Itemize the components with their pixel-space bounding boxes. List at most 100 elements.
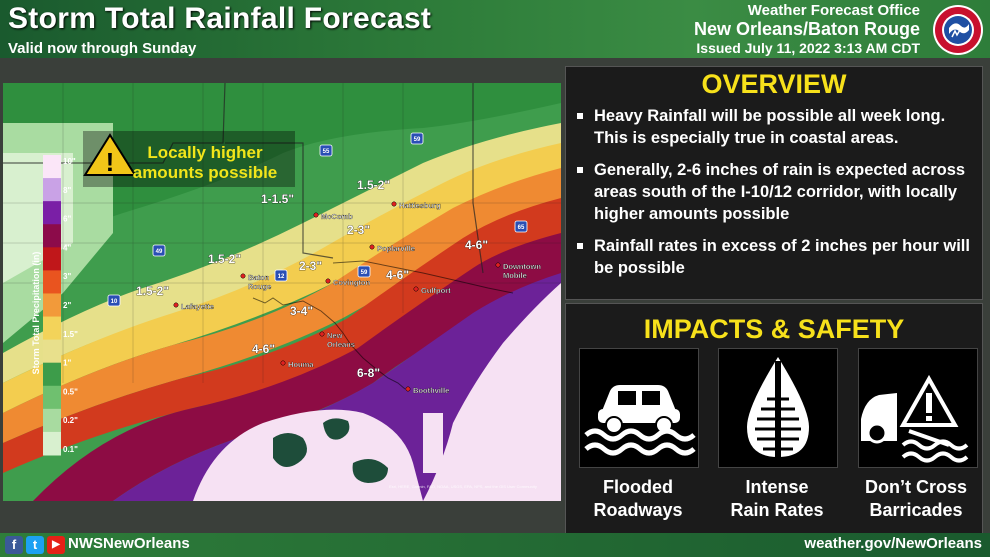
- office-name: New Orleans/Baton Rouge: [693, 19, 920, 39]
- exclamation-glyph: !: [106, 147, 115, 177]
- highway-shield-icon: 59: [410, 132, 424, 145]
- office-info: Weather Forecast Office New Orleans/Bato…: [694, 2, 920, 56]
- rainfall-amount-label: 6-8": [357, 366, 380, 380]
- highway-shield-icon: 10: [107, 294, 121, 307]
- warning-triangle-icon: [83, 133, 137, 176]
- city-label: Poplarville: [377, 244, 415, 253]
- highway-number: 49: [156, 249, 163, 255]
- highway-shield-icon: 59: [357, 265, 371, 278]
- highway-number: 12: [278, 274, 285, 280]
- city-label: Covington: [333, 278, 370, 287]
- social-handle[interactable]: NWSNewOrleans: [68, 535, 190, 552]
- legend-swatch: [43, 270, 61, 294]
- legend-swatch: [43, 408, 61, 433]
- city-label: Gulfport: [421, 286, 451, 295]
- impacts-panel: IMPACTS & SAFETY Flooded Roadways: [565, 303, 983, 537]
- city-label: Rouge: [248, 282, 271, 291]
- impacts-title: IMPACTS & SAFETY: [643, 314, 905, 344]
- impact-label-barricades: Don’t Cross Barricades: [846, 476, 986, 522]
- legend-swatch: [43, 316, 61, 341]
- legend-tick-label: 1": [63, 359, 71, 368]
- highway-number: 59: [361, 270, 368, 276]
- rainfall-amount-label: 1.5-2": [208, 252, 241, 266]
- city-label: Mobile: [503, 271, 527, 280]
- legend-swatch: [43, 155, 61, 179]
- legend-tick-label: 0.5": [63, 387, 78, 396]
- highway-number: 55: [323, 149, 330, 155]
- city-marker: [319, 331, 325, 337]
- legend-tick-label: 1.5": [63, 330, 78, 339]
- overview-panel: OVERVIEW Heavy Rainfall will be possible…: [565, 66, 983, 300]
- legend-swatch: [43, 224, 61, 248]
- legend-swatch: [43, 293, 61, 318]
- highway-shield-icon: 12: [274, 269, 288, 282]
- nws-logo-icon: [933, 5, 983, 55]
- rainfall-amount-label: 1.5-2": [136, 284, 169, 298]
- legend-tick-label: 0.2": [63, 416, 78, 425]
- legend-swatch: [43, 362, 61, 387]
- highway-shield-icon: 65: [514, 220, 528, 233]
- city-marker: [369, 244, 375, 250]
- city-marker: [313, 212, 319, 218]
- header-bar: Storm Total Rainfall Forecast Valid now …: [0, 0, 990, 58]
- legend-tick-label: 4": [63, 243, 71, 252]
- impact-label-flooded: Flooded Roadways: [568, 476, 708, 522]
- rainfall-amount-label: 1-1.5": [261, 192, 294, 206]
- impact-label-line2: Barricades: [869, 500, 963, 520]
- city-marker: [413, 286, 419, 292]
- precip-legend: 10" 8" 6" 4" 3" 2" 1.5" 1" 0.5" 0.2" 0.1": [43, 155, 78, 456]
- barricade-warning-icon: [858, 348, 978, 468]
- impact-label-line1: Intense: [745, 477, 809, 497]
- flooded-car-icon: [579, 348, 699, 468]
- rainfall-map: 10" 8" 6" 4" 3" 2" 1.5" 1" 0.5" 0.2" 0.1" Storm To…: [3, 83, 561, 501]
- city-label: McComb: [321, 212, 353, 221]
- city-marker: [405, 386, 411, 392]
- rainfall-amount-label: 3-4": [290, 304, 313, 318]
- legend-swatch: [43, 247, 61, 271]
- highway-number: 59: [414, 137, 421, 143]
- twitter-icon[interactable]: t: [26, 536, 44, 554]
- map-credits: Esri, HERE, Garmin, FAO, NOAA, USGS, EPA…: [389, 484, 537, 489]
- city-marker: [325, 278, 331, 284]
- city-label: Orleans: [327, 340, 355, 349]
- highway-number: 65: [518, 225, 525, 231]
- facebook-icon[interactable]: f: [5, 536, 23, 554]
- issued-time: Issued July 11, 2022 3:13 AM CDT: [696, 40, 920, 56]
- rainfall-amount-label: 2-3": [299, 259, 322, 273]
- website-link[interactable]: weather.gov/NewOrleans: [804, 535, 982, 552]
- amount-labels: 1-1.5" 1.5-2" 2-3" 1.5-2" 2-3" 4-6" 4-6" 1.5-2"…: [136, 178, 489, 381]
- legend-axis-label: Storm Total Precipitation (in): [31, 252, 41, 375]
- overview-title: OVERVIEW: [701, 69, 847, 99]
- highway-shields: 55 59 49 10 12 59 65: [107, 132, 528, 307]
- impact-label-intense: Intense Rain Rates: [707, 476, 847, 522]
- city-label: Boothville: [413, 386, 449, 395]
- rainfall-map-svg: 10" 8" 6" 4" 3" 2" 1.5" 1" 0.5" 0.2" 0.1" Storm To…: [3, 83, 561, 501]
- legend-swatch: [43, 339, 61, 364]
- legend-tick-label: 6": [63, 215, 71, 224]
- city-label: Downtown: [503, 262, 541, 271]
- city-label: New: [327, 331, 343, 340]
- youtube-icon[interactable]: ▶: [47, 536, 65, 554]
- overview-bullet: Rainfall rates in excess of 2 inches per…: [574, 235, 974, 279]
- rainfall-amount-label: 2-3": [347, 223, 370, 237]
- legend-swatch: [43, 178, 61, 202]
- warning-text-line1: Locally higher: [147, 143, 263, 162]
- city-marker: [173, 302, 179, 308]
- overview-bullet: Generally, 2-6 inches of rain is expecte…: [574, 159, 974, 225]
- overview-bullet: Heavy Rainfall will be possible all week…: [574, 105, 974, 149]
- raindrop-icon: [718, 348, 838, 468]
- valid-period: Valid now through Sunday: [8, 40, 197, 57]
- legend-tick-label: 10": [63, 157, 76, 166]
- rainfall-amount-label: 4-6": [465, 238, 488, 252]
- highway-shield-icon: 55: [319, 144, 333, 157]
- highway-number: 10: [111, 299, 118, 305]
- legend-tick-label: 2": [63, 301, 71, 310]
- legend-tick-label: 3": [63, 272, 71, 281]
- legend-tick-label: 8": [63, 186, 71, 195]
- rainfall-amount-label: 1.5-2": [357, 178, 390, 192]
- rainfall-amount-label: 4-6": [252, 342, 275, 356]
- office-label: Weather Forecast Office: [747, 2, 920, 19]
- impact-label-line1: Flooded: [603, 477, 673, 497]
- city-label: Baton: [248, 273, 270, 282]
